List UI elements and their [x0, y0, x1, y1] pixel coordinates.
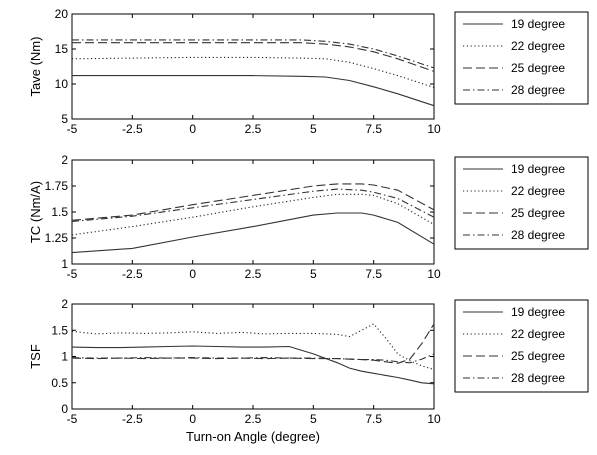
x-tick-label: 5 [310, 267, 317, 281]
x-tick-label: -5 [67, 412, 78, 426]
x-tick-label: -2.5 [122, 122, 143, 136]
legend-box [454, 11, 589, 105]
series-line-19-degree [71, 345, 435, 385]
y-tick-label: 15 [55, 42, 69, 56]
legend-label: 28 degree [511, 371, 565, 385]
y-tick-label: 2 [61, 297, 68, 311]
y-tick-label: 10 [55, 77, 69, 91]
y-tick-label: 1 [61, 257, 68, 271]
x-tick-label: 2.5 [245, 412, 262, 426]
legend-label: 19 degree [511, 162, 565, 176]
legend-label: 25 degree [511, 206, 565, 220]
legend: 19 degree 22 degree 25 degree 28 degree [454, 299, 589, 393]
legend-box [454, 299, 589, 393]
series-line-19-degree [72, 75, 435, 107]
legend-label: 25 degree [511, 349, 565, 363]
chart-panel-3: -5 -2.5 0 2.5 5 7.5 10 0 0.5 1 1.5 2 TSF Turn-on Angl… [28, 297, 589, 444]
y-tick-label: 0 [61, 402, 68, 416]
legend-label: 22 degree [511, 327, 565, 341]
plot-area [71, 303, 435, 410]
series-line-22-degree [71, 193, 435, 236]
legend-box [454, 156, 589, 250]
series-line-28-degree [72, 39, 435, 69]
series-line-22-degree [71, 323, 435, 371]
y-tick-label: 20 [55, 7, 69, 21]
legend-label: 28 degree [511, 83, 565, 97]
x-tick-label: -5 [67, 122, 78, 136]
x-axis-label: Turn-on Angle (degree) [186, 429, 320, 444]
legend-label: 19 degree [511, 17, 565, 31]
y-axis-label: Tave (Nm) [28, 37, 43, 97]
series-line-25-degree [71, 183, 435, 221]
x-tick-label: 7.5 [365, 267, 382, 281]
legend-label: 25 degree [511, 61, 565, 75]
x-tick-label: 0 [189, 267, 196, 281]
x-tick-label: 7.5 [365, 412, 382, 426]
chart-panel-1: -5 -2.5 0 2.5 5 7.5 10 5 10 15 20 Tave (Nm) 19 degre… [28, 7, 589, 136]
legend-label: 28 degree [511, 228, 565, 242]
legend: 19 degree 22 degree 25 degree 28 degree [454, 11, 589, 105]
y-tick-label: 1.5 [51, 205, 68, 219]
x-tick-label: 10 [427, 267, 441, 281]
x-tick-label: 0 [189, 122, 196, 136]
y-tick-label: 5 [61, 112, 68, 126]
x-tick-label: -2.5 [122, 267, 143, 281]
legend: 19 degree 22 degree 25 degree 28 degree [454, 156, 589, 250]
y-tick-label: 1.25 [45, 231, 69, 245]
x-tick-label: 10 [427, 122, 441, 136]
x-tick-label: -2.5 [122, 412, 143, 426]
plot-area [71, 13, 435, 120]
y-axis-label: TSF [28, 344, 43, 369]
series-line-28-degree [71, 353, 435, 364]
series-line-25-degree [71, 323, 435, 364]
x-tick-label: 0 [189, 412, 196, 426]
series-line-25-degree [72, 42, 435, 72]
series-line-19-degree [71, 212, 435, 254]
legend-label: 22 degree [511, 184, 565, 198]
x-tick-label: 2.5 [245, 267, 262, 281]
y-tick-label: 0.5 [51, 376, 68, 390]
x-tick-label: 5 [310, 122, 317, 136]
y-tick-label: 1.75 [45, 179, 69, 193]
x-tick-label: 2.5 [245, 122, 262, 136]
x-tick-label: -5 [67, 267, 78, 281]
chart-panel-2: -5 -2.5 0 2.5 5 7.5 10 1 1.25 1.5 1.75 2 TC (Nm/A) 19… [28, 153, 589, 281]
x-tick-label: 10 [427, 412, 441, 426]
y-tick-label: 1 [61, 350, 68, 364]
y-tick-label: 1.5 [51, 323, 68, 337]
series-line-28-degree [71, 188, 435, 222]
series-line-22-degree [71, 56, 435, 89]
legend-label: 19 degree [511, 305, 565, 319]
legend-label: 22 degree [511, 39, 565, 53]
x-tick-label: 7.5 [365, 122, 382, 136]
x-tick-label: 5 [310, 412, 317, 426]
y-tick-label: 2 [61, 153, 68, 167]
y-axis-label: TC (Nm/A) [28, 181, 43, 243]
